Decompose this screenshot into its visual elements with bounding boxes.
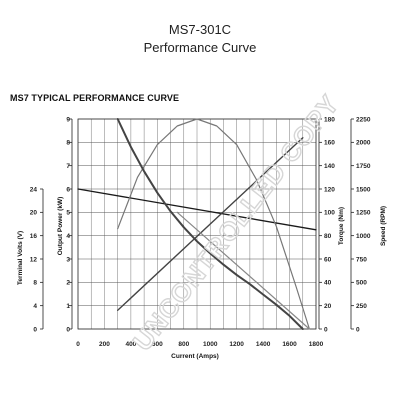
x-axis-label: Current (Amps) <box>171 353 219 360</box>
output-power-tick-label: 8 <box>66 140 70 147</box>
x-tick-label: 400 <box>125 341 136 348</box>
x-tick-label: 1800 <box>309 341 324 348</box>
torque-tick-label: 180 <box>324 116 335 123</box>
output-power-tick-label: 9 <box>66 116 70 123</box>
terminal-volts-tick-label: 12 <box>30 256 38 263</box>
output-power-tick-label: 7 <box>66 163 70 170</box>
speed-tick-label: 1750 <box>356 163 371 170</box>
speed-tick-label: 0 <box>356 326 360 333</box>
torque-tick-label: 60 <box>324 256 332 263</box>
x-tick-label: 200 <box>99 341 110 348</box>
speed-tick-label: 750 <box>356 256 367 263</box>
terminal-volts-tick-label: 4 <box>33 303 37 310</box>
watermark-text: UNCONTROLLED COPY <box>127 89 345 356</box>
chart-axes: 0 200 400 600 800 1000 1200 1400 1600 18000481216… <box>30 116 371 348</box>
torque-tick-label: 140 <box>324 163 335 170</box>
output-power-tick-label: 2 <box>66 280 70 287</box>
x-tick-label: 1200 <box>229 341 244 348</box>
speed-tick-label: 1500 <box>356 186 371 193</box>
series-terminal-volts <box>77 188 317 231</box>
series-torque <box>116 136 304 311</box>
terminal-volts-tick-label: 16 <box>30 233 38 240</box>
torque-tick-label: 160 <box>324 140 335 147</box>
speed-tick-label: 2250 <box>356 116 371 123</box>
chart-heading: MS7 TYPICAL PERFORMANCE CURVE <box>10 93 180 103</box>
torque-tick-label: 40 <box>324 280 332 287</box>
speed-tick-label: 1250 <box>356 210 371 217</box>
terminal-volts-tick-label: 8 <box>33 280 37 287</box>
speed-tick-label: 2000 <box>356 140 371 147</box>
output-power-tick-label: 6 <box>66 186 70 193</box>
axis-labels-group: Current (Amps) Terminal Volts (V) Output… <box>17 197 387 360</box>
x-tick-label: 0 <box>76 341 80 348</box>
performance-subtitle: Performance Curve <box>143 40 257 55</box>
series-output-power <box>117 118 310 330</box>
terminal-volts-axis-label: Terminal Volts (V) <box>17 231 24 285</box>
x-tick-label: 1000 <box>203 341 218 348</box>
output-power-tick-label: 4 <box>66 233 70 240</box>
terminal-volts-tick-label: 24 <box>30 186 38 193</box>
model-title: MS7-301C <box>168 22 232 37</box>
output-power-axis-label: Output Power (kW) <box>57 197 64 256</box>
speed-tick-label: 500 <box>356 280 367 287</box>
output-power-tick-label: 0 <box>66 326 70 333</box>
speed-tick-label: 1000 <box>356 233 371 240</box>
series-speed <box>116 118 304 330</box>
torque-tick-label: 80 <box>324 233 332 240</box>
torque-tick-label: 0 <box>324 326 328 333</box>
x-tick-label: 600 <box>152 341 163 348</box>
output-power-tick-label: 5 <box>66 210 70 217</box>
x-tick-label: 1600 <box>282 341 297 348</box>
terminal-volts-tick-label: 20 <box>30 210 38 217</box>
chart-series <box>77 118 317 330</box>
speed-tick-label: 250 <box>356 303 367 310</box>
torque-tick-label: 120 <box>324 186 335 193</box>
output-power-tick-label: 3 <box>66 256 70 263</box>
output-power-tick-label: 1 <box>66 303 70 310</box>
series-secondary <box>176 211 310 330</box>
x-tick-label: 1400 <box>256 341 271 348</box>
speed-axis-label: Speed (RPM) <box>380 206 387 246</box>
torque-axis-label: Torque (Nm) <box>338 207 345 245</box>
torque-tick-label: 100 <box>324 210 335 217</box>
terminal-volts-tick-label: 0 <box>33 326 37 333</box>
x-tick-label: 800 <box>178 341 189 348</box>
torque-tick-label: 20 <box>324 303 332 310</box>
